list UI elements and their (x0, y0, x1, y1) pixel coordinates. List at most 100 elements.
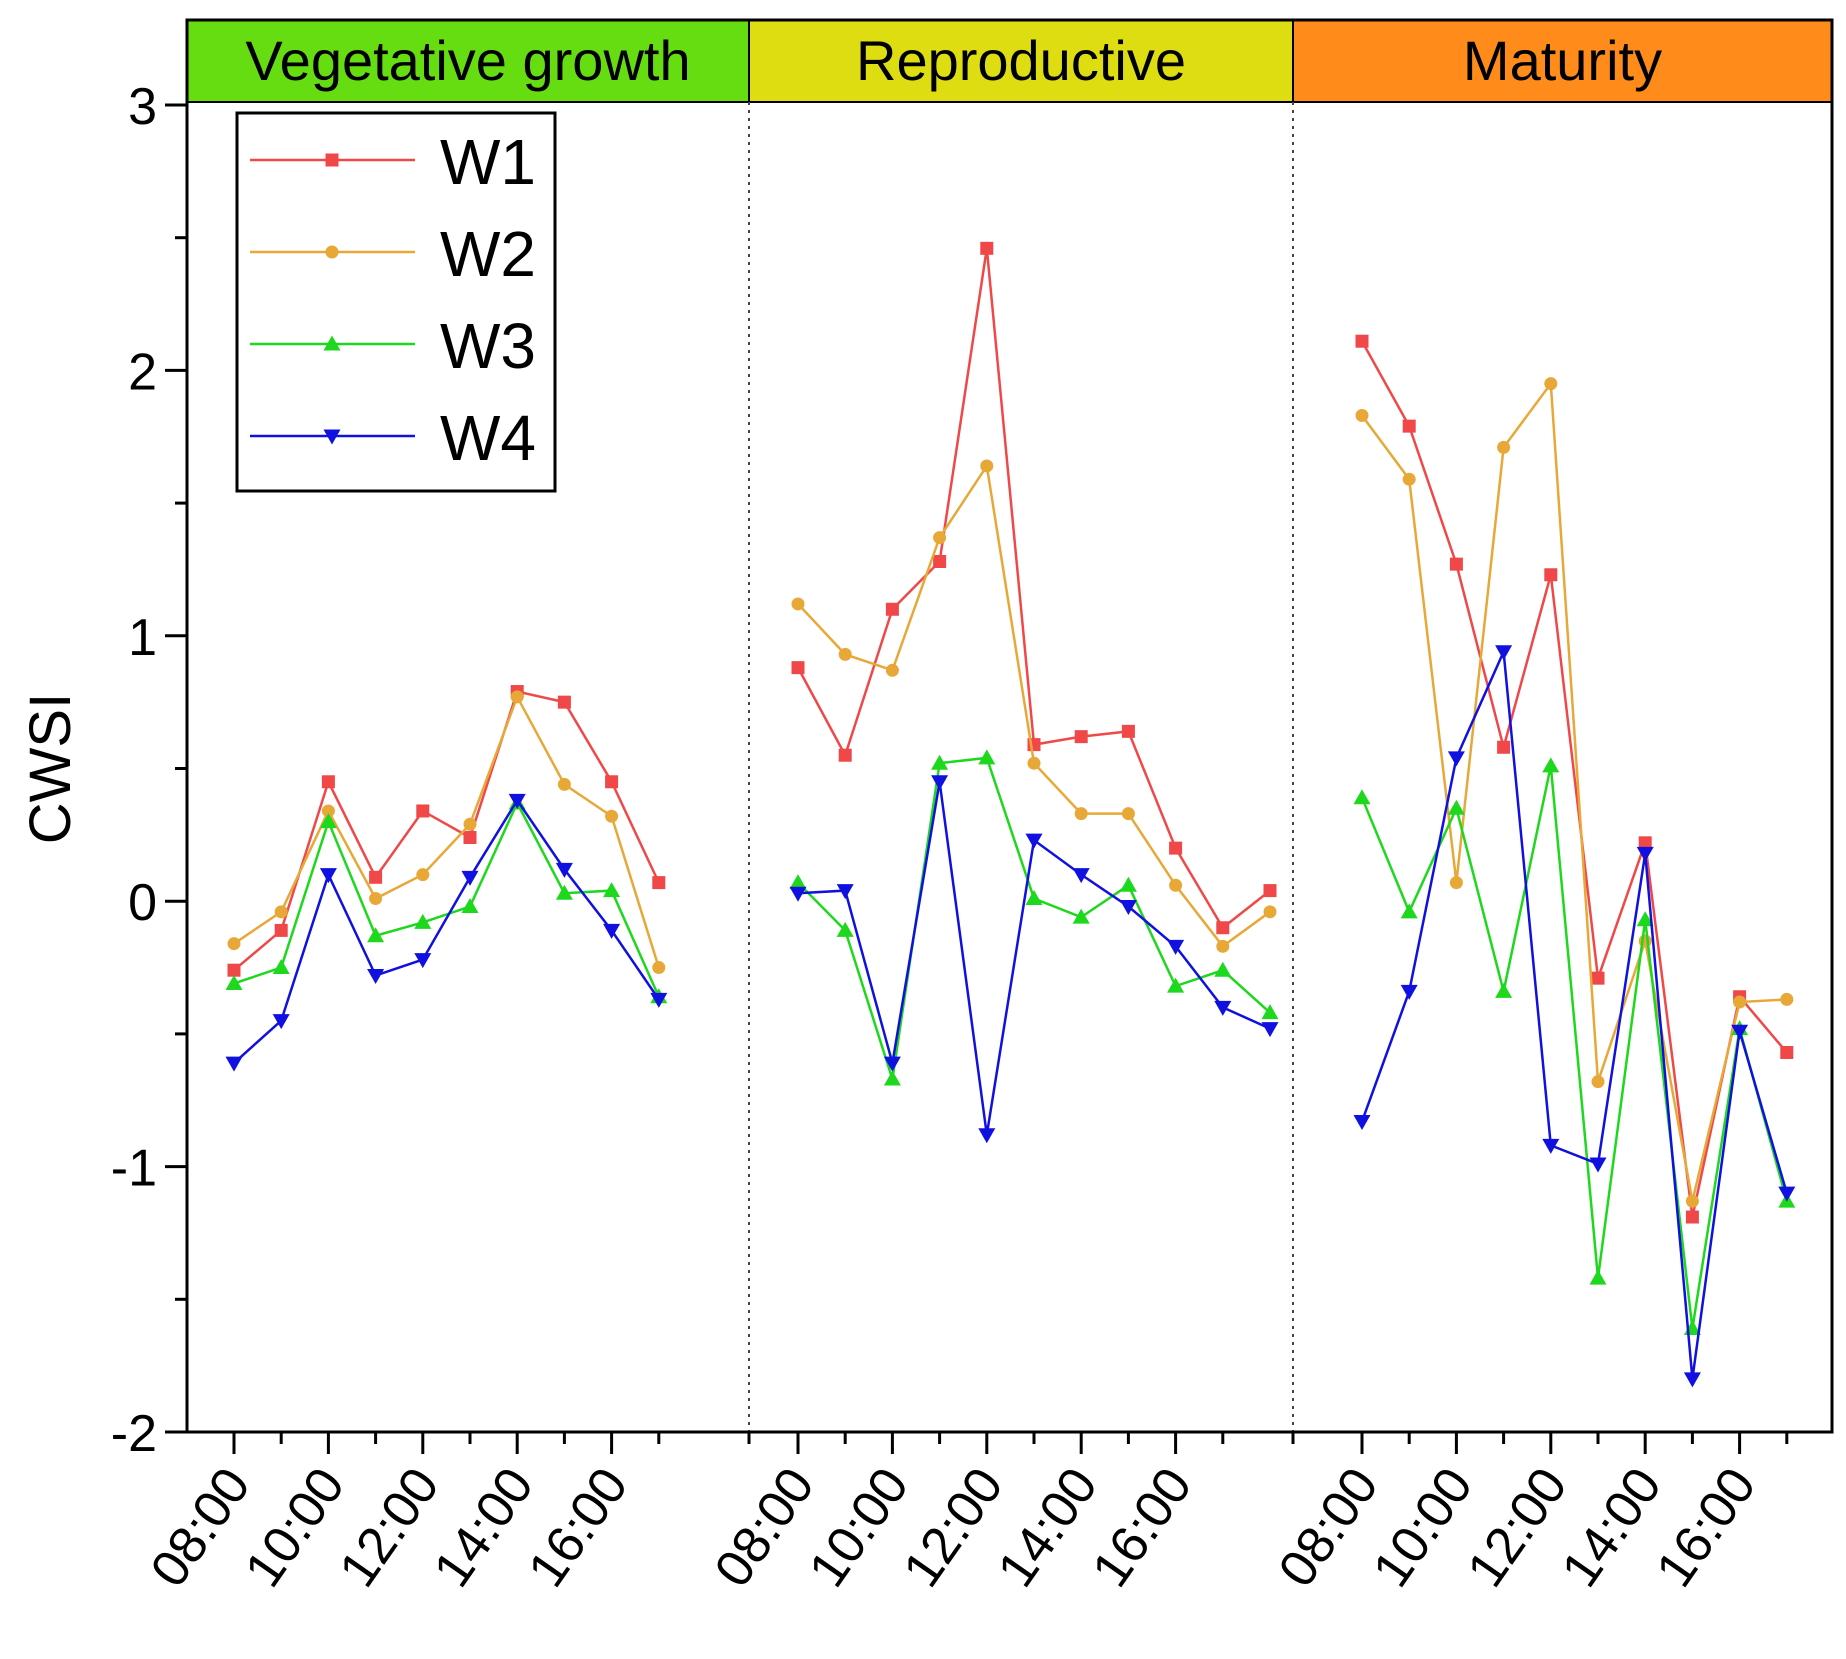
data-point-w4 (1636, 846, 1654, 862)
y-tick-label: 3 (128, 78, 157, 136)
data-point-w4 (414, 953, 432, 969)
data-point-w2 (605, 809, 619, 823)
series-line-w3 (233, 800, 660, 998)
legend-marker-w2 (325, 245, 339, 259)
data-point-w3 (1636, 911, 1654, 927)
data-point-w3 (1542, 757, 1560, 773)
legend-marker-w3 (323, 335, 341, 351)
data-point-w2 (652, 961, 666, 975)
data-point-w3 (1072, 908, 1090, 924)
data-point-w1 (1780, 1045, 1794, 1059)
data-point-w2 (791, 597, 805, 611)
data-point-w2 (933, 531, 947, 545)
y-axis: 3 2 1 0 -1 -2 (111, 78, 187, 1463)
data-point-w3 (414, 913, 432, 929)
series-line-w3 (1360, 765, 1789, 1329)
data-point-w1 (369, 870, 383, 884)
data-point-w4 (1167, 939, 1185, 955)
data-point-w4 (1400, 984, 1418, 1000)
data-point-w1 (1121, 724, 1135, 738)
data-point-w1 (227, 963, 241, 977)
data-point-w3 (555, 884, 573, 900)
data-point-w4 (1214, 1000, 1232, 1016)
data-point-w3 (1495, 982, 1513, 998)
data-point-w4 (1731, 1024, 1749, 1040)
data-point-w3 (1400, 903, 1418, 919)
data-point-w1 (885, 602, 899, 616)
data-point-w1 (1263, 884, 1277, 898)
data-point-w2 (1780, 992, 1794, 1006)
data-point-w1 (1497, 740, 1511, 754)
data-point-w1 (321, 775, 335, 789)
data-point-w1 (416, 804, 430, 818)
data-point-w3 (1261, 1004, 1279, 1020)
stage-bands: Vegetative growth Reproductive Maturity (186, 19, 1833, 103)
data-point-w2 (416, 868, 430, 882)
y-tick-label: -1 (111, 1140, 157, 1198)
data-point-w3 (1353, 789, 1371, 805)
data-point-w4 (1447, 751, 1465, 767)
legend: W1 W2 W3 W4 (235, 111, 557, 493)
data-point-w2 (1216, 939, 1230, 953)
data-point-w1 (1591, 971, 1605, 985)
data-point-w2 (1449, 876, 1463, 890)
data-point-w3 (603, 882, 621, 898)
data-point-w4 (1353, 1114, 1371, 1130)
data-point-w3 (1119, 876, 1137, 892)
data-point-w4 (650, 992, 668, 1008)
series-line-w4 (1360, 646, 1789, 1380)
data-point-w2 (1121, 807, 1135, 821)
data-point-w3 (836, 921, 854, 937)
y-tick-label: -2 (111, 1405, 157, 1463)
stage-band-2 (1292, 19, 1833, 103)
legend-marker-w4 (323, 429, 341, 445)
data-point-w4 (1589, 1157, 1607, 1173)
series-layer (225, 241, 1796, 1388)
legend-marker-w1 (325, 153, 339, 167)
series-line-w2 (1360, 380, 1787, 1202)
y-tick-label: 1 (128, 609, 157, 667)
y-axis-title: CWSI (18, 693, 83, 844)
data-point-w1 (980, 241, 994, 255)
data-point-w2 (1169, 878, 1183, 892)
data-point-w3 (1214, 961, 1232, 977)
data-point-w3 (883, 1070, 901, 1086)
data-point-w1 (1685, 1210, 1699, 1224)
data-point-w2 (1263, 905, 1277, 919)
legend-label-w2: W2 (440, 218, 536, 290)
stage-label-2: Maturity (1463, 29, 1662, 92)
data-point-w4 (555, 862, 573, 878)
legend-box (235, 111, 557, 493)
data-point-w4 (1683, 1372, 1701, 1388)
data-point-w4 (461, 870, 479, 886)
data-point-w1 (1544, 568, 1558, 582)
data-point-w2 (1027, 756, 1041, 770)
data-point-w4 (1025, 833, 1043, 849)
data-point-w3 (931, 754, 949, 770)
data-point-w3 (789, 874, 807, 890)
data-point-w1 (838, 748, 852, 762)
data-point-w4 (367, 969, 385, 985)
data-point-w1 (1449, 557, 1463, 571)
data-point-w1 (933, 554, 947, 568)
data-point-w4 (1119, 900, 1137, 916)
data-point-w2 (369, 892, 383, 906)
y-tick-label: 0 (128, 874, 157, 932)
data-point-w3 (1447, 799, 1465, 815)
data-point-w1 (1074, 730, 1088, 744)
data-point-w4 (225, 1056, 243, 1072)
data-point-w4 (931, 775, 949, 791)
legend-label-w4: W4 (440, 402, 536, 474)
data-point-w2 (1355, 409, 1369, 423)
legend-label-w3: W3 (440, 310, 536, 382)
data-point-w3 (1167, 977, 1185, 993)
data-point-w4 (272, 1014, 290, 1030)
data-point-w4 (978, 1128, 996, 1144)
data-point-w2 (980, 459, 994, 473)
data-point-w3 (978, 749, 996, 765)
data-point-w1 (463, 831, 477, 845)
data-point-w1 (605, 775, 619, 789)
data-point-w3 (319, 813, 337, 829)
data-point-w3 (461, 898, 479, 914)
